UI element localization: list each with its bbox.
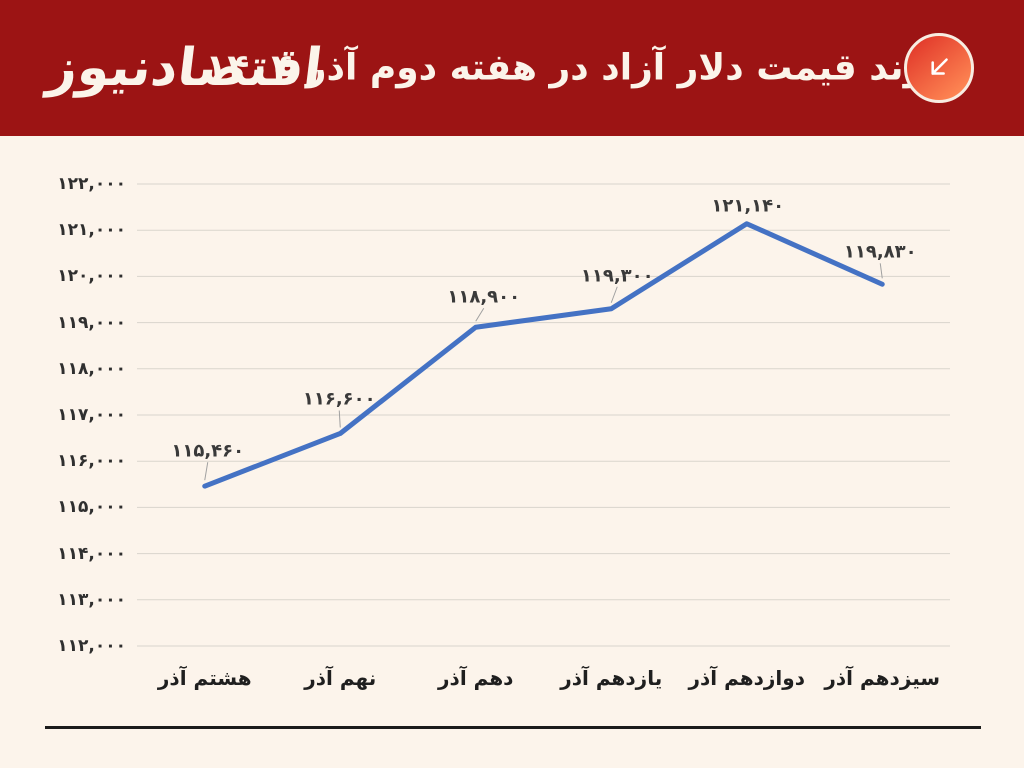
data-point-label: ۱۱۹,۸۳۰: [843, 241, 917, 263]
footer-divider: [45, 726, 981, 729]
y-tick-label: ۱۲۲,۰۰۰: [57, 174, 126, 194]
label-leader-line: [610, 286, 618, 303]
y-tick-label: ۱۱۶,۰۰۰: [57, 451, 126, 472]
y-tick-label: ۱۱۷,۰۰۰: [57, 405, 126, 425]
trend-badge: [904, 33, 974, 103]
chart-title: روند قیمت دلار آزاد در هفته دوم آذر ۱۴۰۴: [205, 47, 947, 89]
y-tick-label: ۱۱۵,۰۰۰: [57, 497, 126, 518]
x-axis-label: دهم آذر: [438, 666, 514, 690]
data-point-label: ۱۱۶,۶۰۰: [302, 388, 376, 410]
x-axis-label: سیزدهم آذر: [824, 666, 941, 690]
data-point-label: ۱۱۹,۳۰۰: [580, 265, 654, 287]
y-tick-label: ۱۱۴,۰۰۰: [57, 543, 126, 564]
data-point-label: ۱۱۵,۴۶۰: [171, 440, 245, 462]
header: اقتصادنیوز روند قیمت دلار آزاد در هفته د…: [0, 0, 1024, 136]
y-tick-label: ۱۱۲,۰۰۰: [57, 636, 126, 656]
data-point-label: ۱۱۸,۹۰۰: [447, 286, 521, 308]
x-axis-label: دوازدهم آذر: [688, 666, 805, 690]
y-tick-label: ۱۱۹,۰۰۰: [57, 312, 126, 333]
price-line-series: [202, 221, 885, 489]
y-tick-label: ۱۱۸,۰۰۰: [57, 358, 126, 379]
label-leader-line: [475, 307, 485, 322]
x-axis-label: نهم آذر: [304, 666, 377, 690]
y-tick-label: ۱۲۰,۰۰۰: [57, 266, 126, 287]
label-leader-line: [338, 410, 341, 428]
y-tick-label: ۱۱۳,۰۰۰: [57, 589, 126, 610]
arrow-down-left-icon: [931, 58, 948, 75]
label-leader-line: [204, 462, 209, 481]
x-axis-label: یازدهم آذر: [560, 666, 663, 690]
x-axis-label: هشتم آذر: [157, 666, 252, 690]
label-leader-line: [879, 263, 883, 279]
data-point-label: ۱۲۱,۱۴۰: [711, 195, 785, 217]
y-tick-label: ۱۲۱,۰۰۰: [57, 220, 126, 241]
